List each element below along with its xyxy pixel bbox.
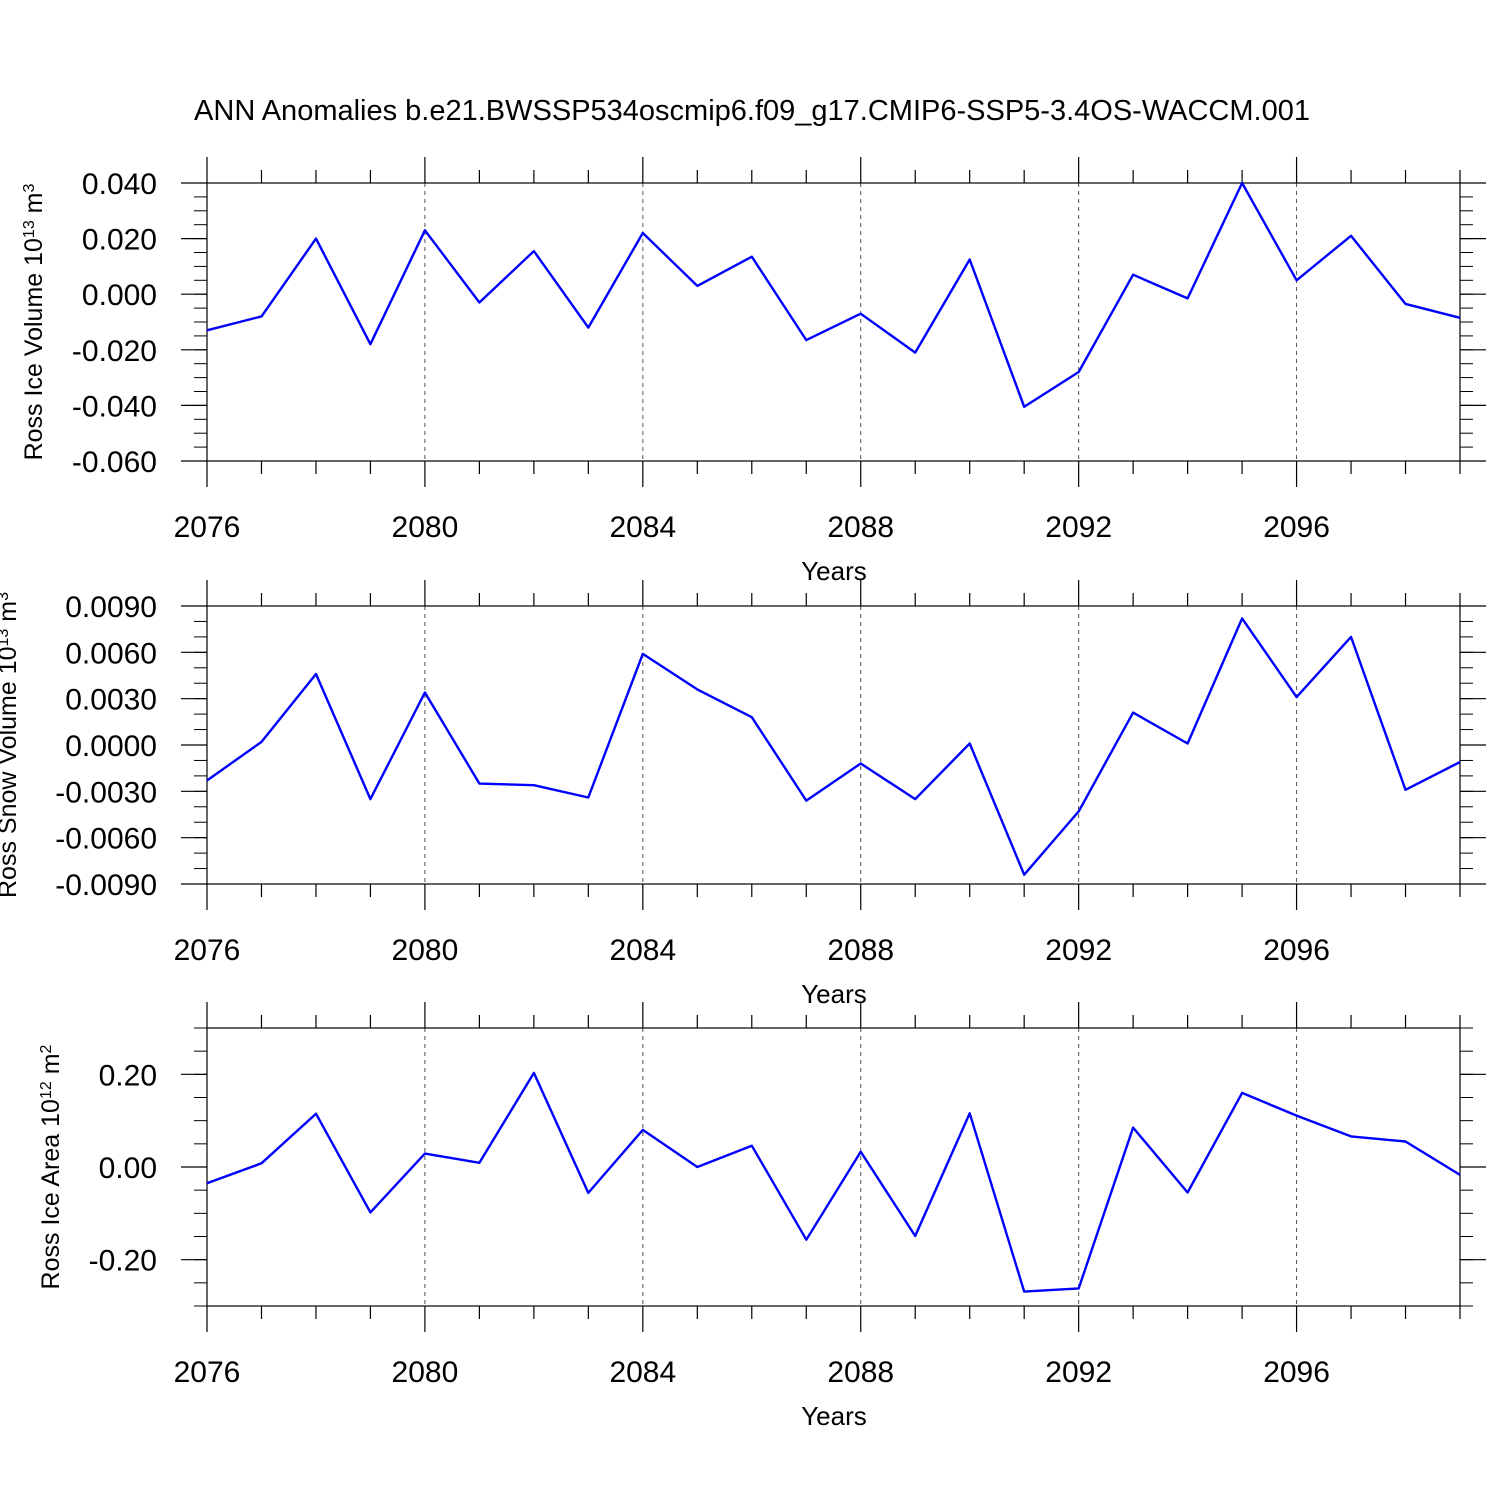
x-tick-label: 2096 [1263, 1356, 1330, 1389]
x-tick-label: 2076 [174, 934, 241, 967]
y-tick-label: 0.0000 [65, 730, 157, 763]
x-tick-label: 2080 [392, 934, 459, 967]
plot-frame [206, 182, 1461, 462]
x-tick-label: 2080 [392, 511, 459, 544]
figure-title: ANN Anomalies b.e21.BWSSP534oscmip6.f09_… [194, 95, 1310, 127]
y-axis-label-superscript: 12 [38, 1081, 55, 1099]
x-tick-label: 2088 [827, 934, 894, 967]
plot-frame [206, 1027, 1461, 1307]
y-axis-label-superscript: 3 [0, 592, 12, 601]
y-axis-label-superscript: 2 [38, 1044, 55, 1053]
y-tick-label: -0.0060 [55, 823, 157, 856]
y-tick-label: -0.060 [72, 446, 157, 479]
x-tick-label: 2084 [609, 934, 676, 967]
y-tick-label: 0.20 [99, 1059, 157, 1092]
y-tick-label: 0.0030 [65, 684, 157, 717]
y-axis-label-superscript: 3 [21, 183, 38, 192]
y-tick-label: -0.020 [72, 335, 157, 368]
y-tick-label: -0.0030 [55, 776, 157, 809]
y-tick-label: 0.020 [82, 224, 157, 257]
y-tick-label: 0.040 [82, 168, 157, 201]
y-axis-label-superscript: 13 [21, 220, 38, 238]
y-tick-label: 0.0090 [65, 591, 157, 624]
y-axis-label-part: Ross Ice Volume 10 [20, 238, 48, 460]
x-tick-label: 2080 [392, 1356, 459, 1389]
panels: 2076 2080 2084 2088 2092 2096 Years -0.060 -0.04… [0, 157, 1486, 1431]
x-axis-label: Years [801, 556, 867, 586]
y-axis-label-part: m [0, 601, 22, 629]
x-tick-label: 2088 [827, 1356, 894, 1389]
y-axis-label: Ross Snow Volume 1013 m3 [0, 592, 22, 898]
plot-frame [206, 605, 1461, 885]
series-line-ross-ice-area [206, 1071, 1461, 1293]
x-tick-label: 2096 [1263, 511, 1330, 544]
x-tick-label: 2096 [1263, 934, 1330, 967]
x-tick-label: 2076 [174, 1356, 241, 1389]
y-tick-label: -0.0090 [55, 869, 157, 902]
series-line-ross-snow-volume [206, 617, 1461, 876]
y-tick-label: 0.00 [99, 1152, 157, 1185]
y-tick-label: -0.040 [72, 390, 157, 423]
y-axis-label-part: m [20, 192, 48, 220]
y-axis-label-part: Ross Snow Volume 10 [0, 646, 22, 898]
x-tick-label: 2088 [827, 511, 894, 544]
x-tick-label: 2092 [1045, 511, 1112, 544]
x-tick-label: 2076 [174, 511, 241, 544]
y-axis-label-part: Ross Ice Area 10 [37, 1099, 65, 1289]
y-axis-label: Ross Ice Volume 1013 m3 [20, 183, 48, 460]
y-tick-label: 0.000 [82, 279, 157, 312]
x-axis-label: Years [801, 1401, 867, 1431]
x-tick-label: 2092 [1045, 934, 1112, 967]
y-axis-label: Ross Ice Area 1012 m2 [37, 1044, 65, 1289]
panel-2: 2076 2080 2084 2088 2092 2096 Years -0.0090 -0.0… [0, 580, 1486, 1009]
x-tick-label: 2084 [609, 1356, 676, 1389]
y-tick-label: -0.20 [89, 1245, 157, 1278]
series-line-ross-ice-volume [206, 181, 1461, 408]
y-axis-label-part: m [37, 1053, 65, 1081]
x-axis-label: Years [801, 979, 867, 1009]
panel-1: 2076 2080 2084 2088 2092 2096 Years -0.060 -0.04… [20, 157, 1486, 586]
x-tick-label: 2084 [609, 511, 676, 544]
y-tick-label: 0.0060 [65, 637, 157, 670]
panel-3: 2076 2080 2084 2088 2092 2096 Years -0.20 0.00 0.… [37, 1002, 1486, 1431]
x-tick-label: 2092 [1045, 1356, 1112, 1389]
y-axis-label-superscript: 13 [0, 629, 12, 647]
